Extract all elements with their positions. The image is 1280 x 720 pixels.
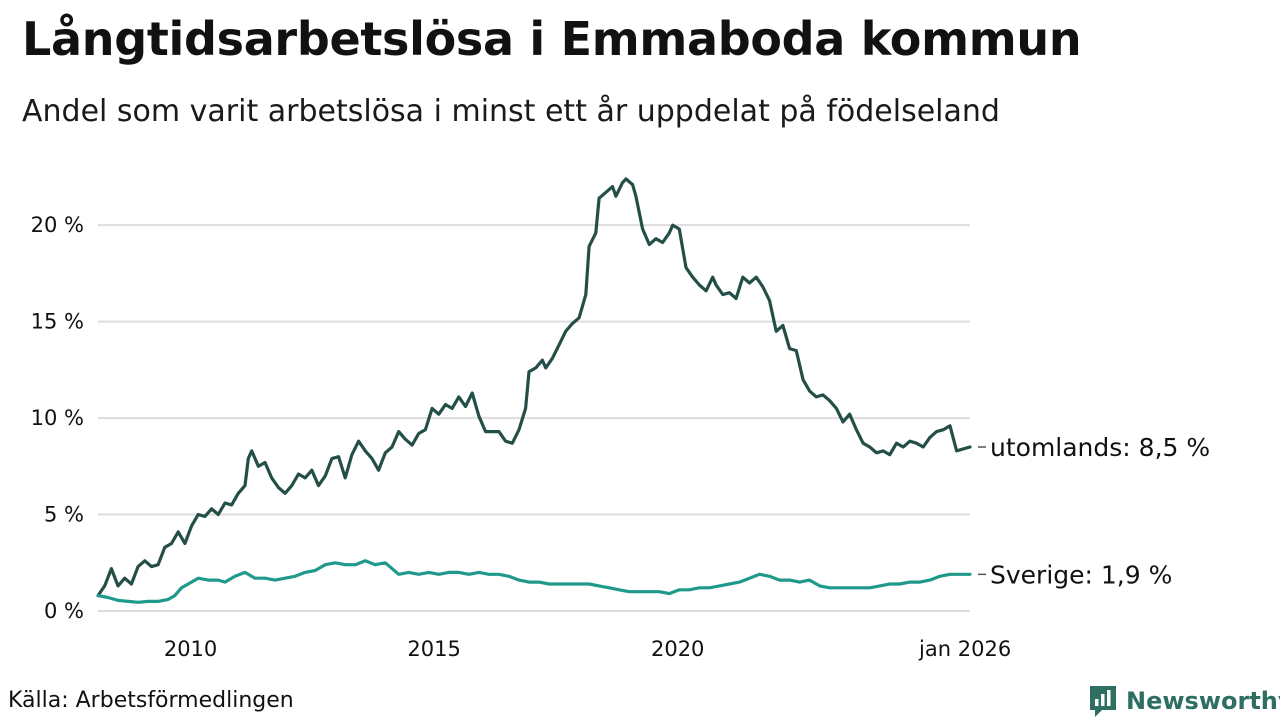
source-note: Källa: Arbetsförmedlingen	[8, 688, 294, 713]
y-tick-label: 5 %	[44, 503, 84, 527]
x-tick-label: jan 2026	[918, 637, 1011, 661]
series-line-utomlands	[96, 177, 972, 598]
chart-title: Långtidsarbetslösa i Emmaboda kommun	[22, 12, 1082, 66]
y-tick-label: 20 %	[31, 213, 84, 237]
brand-logo: Newsworthy	[1088, 684, 1280, 718]
series-layer	[96, 177, 972, 604]
y-tick-label: 10 %	[31, 406, 84, 430]
chart-subtitle: Andel som varit arbetslösa i minst ett å…	[22, 94, 1000, 129]
x-tick-label: 2015	[407, 637, 460, 661]
y-tick-label: 15 %	[31, 310, 84, 334]
newsworthy-logo-icon	[1090, 686, 1116, 717]
x-tick-label: 2010	[164, 637, 217, 661]
y-tick-label: 0 %	[44, 599, 84, 623]
end-label-utomlands: utomlands: 8,5 %	[990, 433, 1210, 462]
end-label-sverige: Sverige: 1,9 %	[990, 560, 1172, 589]
grid-layer	[98, 224, 970, 612]
series-line-sverige	[96, 559, 972, 604]
brand-name: Newsworthy	[1126, 687, 1280, 715]
label-layer: utomlands: 8,5 % Sverige: 1,9 %	[978, 433, 1210, 589]
x-tick-label: 2020	[651, 637, 704, 661]
axis-layer: 0 % 5 % 10 % 15 % 20 % 2010 2015 2020 jan 2026	[31, 213, 1012, 661]
